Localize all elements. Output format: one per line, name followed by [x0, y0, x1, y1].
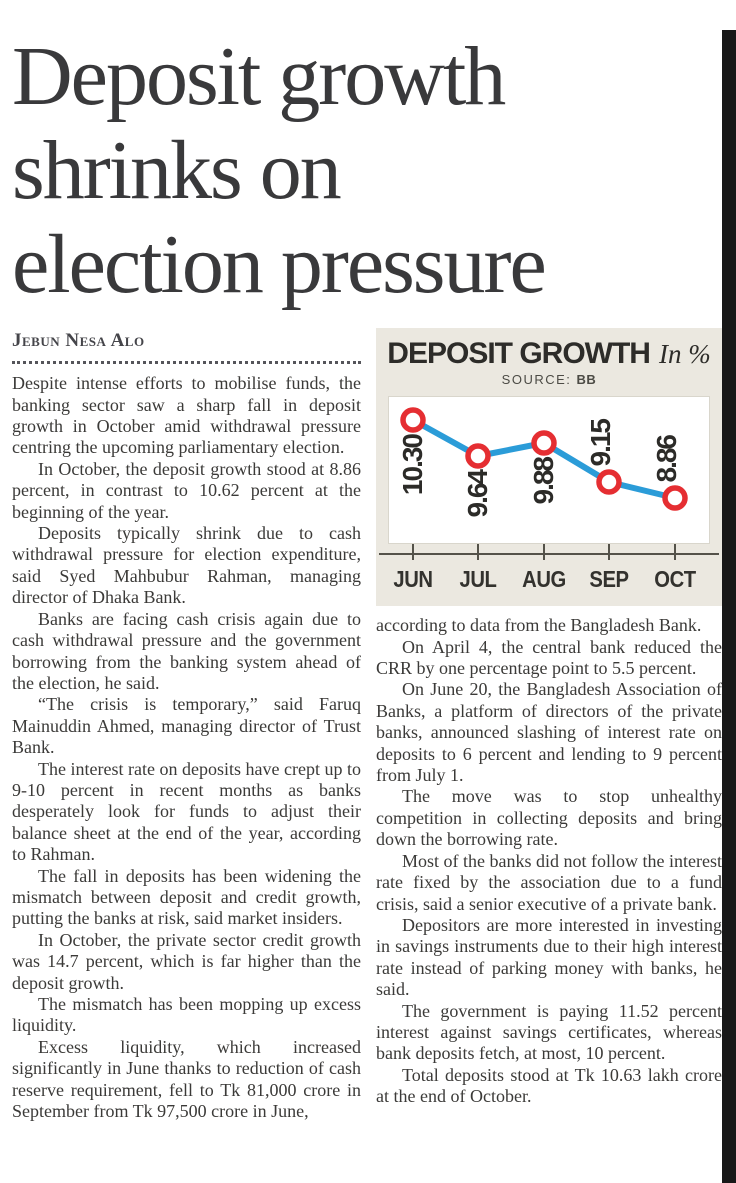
paragraph: In October, the deposit growth stood at … [12, 458, 361, 522]
paragraph: On April 4, the central bank reduced the… [376, 636, 722, 679]
paragraph: Excess liquidity, which increased signif… [12, 1036, 361, 1122]
x-axis-line [379, 553, 719, 556]
paragraph: Despite intense efforts to mobilise fund… [12, 373, 361, 458]
dotted-separator [12, 361, 361, 365]
value-label-jul: 9.64 [462, 471, 493, 518]
data-point-sep [596, 469, 622, 495]
x-axis-tick [674, 544, 676, 561]
x-axis-tick [543, 544, 545, 561]
paragraph: The government is paying 11.52 percent i… [376, 1000, 722, 1064]
paragraph: according to data from the Bangladesh Ba… [376, 615, 702, 636]
paragraph: The fall in deposits has been widening t… [12, 865, 361, 929]
paragraph: In October, the private sector credit gr… [12, 929, 361, 993]
data-point-aug [531, 430, 557, 456]
paragraph: “The crisis is temporary,” said Faruq Ma… [12, 694, 361, 758]
paragraph: The mismatch has been mopping up excess … [12, 994, 361, 1036]
chart-source: SOURCE: BB [376, 372, 722, 387]
paragraph: Most of the banks did not follow the int… [376, 850, 722, 914]
headline-line-2: shrinks on [12, 124, 342, 218]
chart-source-value: BB [576, 372, 597, 388]
value-label-oct: 8.86 [651, 436, 682, 483]
value-label-aug: 9.88 [528, 458, 559, 505]
chart-title-unit: In % [658, 339, 711, 370]
left-paragraphs: Despite intense efforts to mobilise fund… [12, 373, 361, 1122]
chart-plot-region: 10.30 9.64 9.88 9.15 8.86 JUN JUL AUG SEP OCT [376, 396, 722, 594]
headline: Deposit growth shrinks on election press… [12, 30, 712, 312]
x-axis-label-sep: SEP [589, 566, 629, 593]
paragraph: On June 20, the Bangladesh Association o… [376, 679, 722, 786]
byline: Jebun Nesa Alo [12, 330, 145, 352]
paragraph: Banks are facing cash crisis again due t… [12, 608, 361, 693]
x-axis-label-jul: JUL [459, 566, 497, 593]
chart-plot-area [388, 396, 710, 545]
chart-title: DEPOSIT GROWTH [387, 337, 651, 371]
x-axis-tick [477, 544, 479, 561]
article-column-left: Jebun Nesa Alo Despite intense efforts t… [12, 328, 361, 1122]
x-axis-label-jun: JUN [393, 566, 433, 593]
page-edge-bar [722, 30, 736, 1183]
x-axis-tick [608, 544, 610, 561]
value-label-sep: 9.15 [585, 420, 616, 467]
article-column-right: DEPOSIT GROWTH In % SOURCE: BB 10.30 9.64 9… [376, 328, 722, 1122]
right-paragraphs: according to data from the Bangladesh Ba… [376, 615, 722, 1107]
chart-source-label: SOURCE: [501, 372, 572, 388]
paragraph: Deposits typically shrink due to cash wi… [12, 523, 361, 608]
x-axis-tick [412, 544, 414, 561]
headline-line-3: election pressure [12, 218, 547, 312]
deposit-growth-chart: DEPOSIT GROWTH In % SOURCE: BB 10.30 9.64 9… [376, 328, 722, 607]
headline-line-1: Deposit growth [12, 30, 506, 123]
paragraph: Total deposits stood at Tk 10.63 lakh cr… [376, 1064, 722, 1107]
paragraph: The move was to stop unhealthy competiti… [376, 786, 722, 850]
chart-title-row: DEPOSIT GROWTH In % [376, 337, 722, 371]
value-label-jun: 10.30 [397, 435, 428, 496]
data-point-oct [662, 485, 688, 511]
x-axis-label-aug: AUG [522, 566, 566, 593]
paragraph: Depositors are more interested in invest… [376, 914, 722, 1000]
data-point-jun [400, 407, 426, 433]
article-body: Jebun Nesa Alo Despite intense efforts t… [12, 328, 722, 1122]
paragraph: The interest rate on deposits have crept… [12, 758, 361, 865]
chart-line-svg [400, 407, 688, 511]
data-point-jul [465, 443, 491, 469]
x-axis-label-oct: OCT [654, 566, 696, 593]
